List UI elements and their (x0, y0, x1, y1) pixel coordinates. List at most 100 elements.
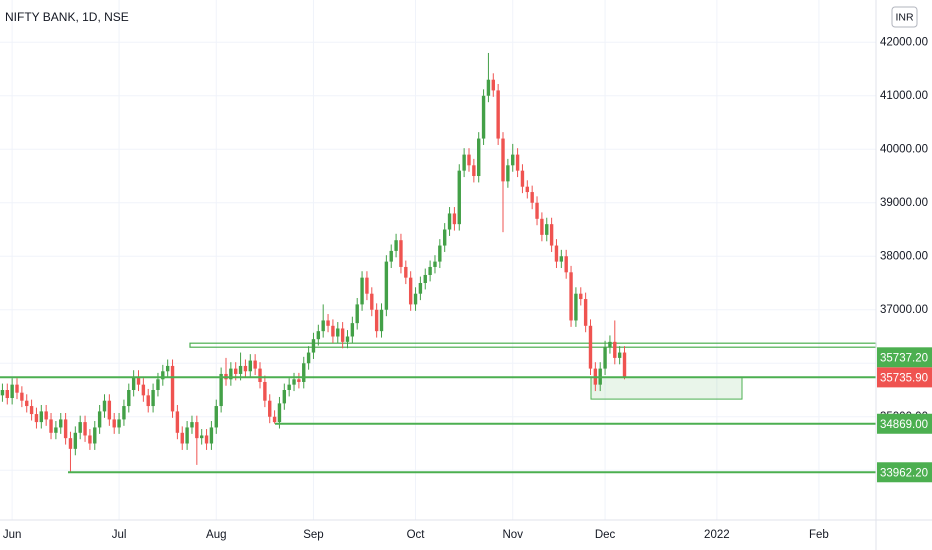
candle-body (73, 432, 78, 449)
candle-body (340, 328, 345, 342)
candle-body (219, 373, 223, 407)
candle-body (622, 352, 627, 378)
candle-body (438, 245, 442, 262)
price-label-box (877, 462, 932, 483)
x-tick-label: Dec (595, 529, 616, 541)
candle-body (545, 224, 549, 235)
candle-body (63, 419, 68, 439)
candle-body (540, 218, 544, 235)
candle-body (5, 390, 9, 399)
candle-body (491, 79, 495, 91)
candle-body (384, 261, 389, 310)
candle-body (326, 320, 330, 326)
plot (0, 52, 877, 474)
candle-body (39, 411, 44, 423)
candle-body (112, 419, 116, 428)
axes: 34000.0035000.0036000.0037000.0038000.00… (3, 36, 932, 541)
candle-body (442, 229, 447, 246)
candle-body (180, 432, 184, 444)
candle-body (433, 261, 437, 267)
candle-body (462, 154, 466, 171)
candle-body (423, 274, 427, 284)
candle-body (613, 341, 617, 358)
candle-body (117, 419, 121, 428)
candle-body (234, 368, 238, 374)
candle-body (68, 438, 73, 449)
candle-body (195, 422, 199, 439)
x-tick-label: Oct (407, 529, 426, 541)
candle-body (394, 240, 398, 251)
candle-body (559, 256, 564, 262)
candle-body (258, 368, 262, 382)
candle-body (20, 392, 24, 401)
candle-body (93, 427, 97, 444)
y-tick-label: 37000.00 (880, 304, 928, 316)
candle-body (34, 414, 39, 423)
candle-body (331, 325, 335, 337)
candle-body (408, 277, 413, 305)
candle-body (370, 293, 374, 310)
candle-body (579, 293, 583, 300)
candle-body (617, 352, 622, 358)
candle-body (146, 395, 150, 407)
candle-body (481, 95, 486, 139)
candle-body (238, 365, 243, 374)
candle-body (316, 331, 321, 340)
candle-body (360, 277, 364, 305)
candle-body (477, 138, 481, 177)
candle-body (127, 390, 131, 407)
candle-body (131, 376, 136, 390)
candle-body (253, 360, 257, 369)
candle-body (418, 283, 423, 294)
zone (590, 376, 743, 400)
candle-body (272, 416, 277, 423)
candle-body (428, 266, 432, 275)
candle-body (44, 411, 48, 420)
candle-body (170, 365, 175, 412)
candle-body (122, 406, 126, 420)
candle-body (97, 411, 102, 428)
candle-body (0, 390, 5, 396)
candle-body (447, 213, 452, 230)
candle-body (588, 325, 593, 369)
candle-body (83, 422, 87, 436)
price-label-box (877, 413, 932, 434)
x-tick-label: Jul (112, 529, 127, 541)
candle-body (350, 323, 355, 337)
candle-body (229, 368, 233, 380)
candle-body (165, 365, 170, 372)
candle-body (297, 379, 301, 382)
candle-body (277, 403, 282, 423)
x-tick-label: Aug (206, 529, 226, 541)
candle-body (49, 419, 53, 433)
candle-body (161, 371, 165, 380)
currency-box[interactable] (891, 6, 918, 28)
candle-body (243, 365, 248, 372)
price-label-box (877, 347, 932, 368)
candle-body (88, 435, 92, 444)
candle-body (530, 192, 534, 203)
candle-body (102, 400, 107, 412)
x-tick-label: Feb (809, 529, 829, 541)
candle-body (107, 400, 112, 420)
candle-body (214, 406, 218, 428)
y-tick-label: 40000.00 (880, 143, 928, 155)
candle-body (511, 154, 515, 166)
y-tick-label: 39000.00 (880, 197, 928, 209)
candle-body (404, 266, 408, 278)
candle-body (25, 400, 29, 407)
candle-body (141, 384, 146, 396)
candle-body (302, 363, 306, 382)
candle-body (311, 339, 316, 353)
candle-body (520, 170, 525, 187)
currency[interactable]: INR (895, 11, 914, 23)
price-label: 33962.20 (880, 467, 928, 479)
candle-body (399, 240, 403, 267)
candle-body (457, 170, 461, 225)
candle-body (452, 213, 457, 225)
candle-body (501, 138, 505, 182)
candle-body (10, 384, 14, 399)
candle-body (185, 427, 189, 444)
x-tick-label: Jun (3, 529, 22, 541)
candle-body (355, 304, 359, 324)
